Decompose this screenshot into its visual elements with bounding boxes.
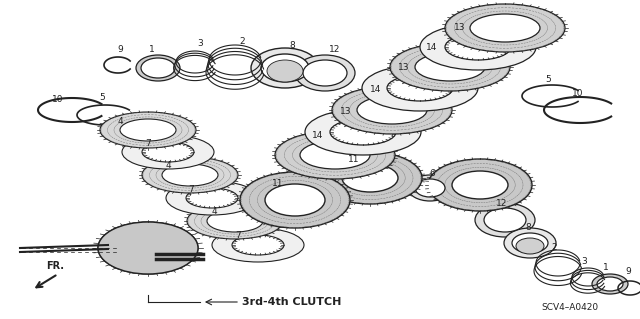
Text: 9: 9 <box>117 46 123 55</box>
Ellipse shape <box>166 181 258 215</box>
Ellipse shape <box>512 233 548 253</box>
Text: 4: 4 <box>117 117 123 127</box>
Text: 5: 5 <box>99 93 105 102</box>
Text: 3: 3 <box>197 40 203 48</box>
Text: 1: 1 <box>603 263 609 272</box>
Text: 12: 12 <box>496 199 508 209</box>
Ellipse shape <box>267 60 303 82</box>
Text: 7: 7 <box>188 184 194 194</box>
Text: 12: 12 <box>330 46 340 55</box>
Ellipse shape <box>420 24 536 70</box>
Ellipse shape <box>136 55 180 81</box>
Ellipse shape <box>362 65 478 111</box>
Ellipse shape <box>295 55 355 91</box>
Text: 14: 14 <box>426 42 438 51</box>
Ellipse shape <box>98 222 198 274</box>
Text: 2: 2 <box>239 38 245 47</box>
Ellipse shape <box>318 152 422 204</box>
Text: 8: 8 <box>525 224 531 233</box>
Text: 9: 9 <box>625 268 631 277</box>
Ellipse shape <box>275 131 395 179</box>
Ellipse shape <box>332 86 452 134</box>
Ellipse shape <box>261 54 309 82</box>
Text: 1: 1 <box>149 46 155 55</box>
Text: 3rd-4th CLUTCH: 3rd-4th CLUTCH <box>242 297 341 307</box>
Text: 10: 10 <box>52 95 64 105</box>
Ellipse shape <box>240 172 350 228</box>
Ellipse shape <box>98 222 198 274</box>
Ellipse shape <box>212 228 304 262</box>
Ellipse shape <box>597 277 623 291</box>
Ellipse shape <box>142 157 238 193</box>
Text: 5: 5 <box>545 76 551 85</box>
Ellipse shape <box>516 238 544 254</box>
Text: 4: 4 <box>165 160 171 169</box>
Ellipse shape <box>187 203 283 239</box>
Ellipse shape <box>162 164 218 186</box>
Text: 11: 11 <box>348 155 360 165</box>
Text: 6: 6 <box>429 169 435 179</box>
Text: 2: 2 <box>551 243 557 253</box>
Text: 7: 7 <box>235 232 241 241</box>
Ellipse shape <box>126 240 170 262</box>
Ellipse shape <box>342 164 398 192</box>
Text: FR.: FR. <box>46 261 64 271</box>
Ellipse shape <box>141 58 175 78</box>
Ellipse shape <box>305 109 421 155</box>
Ellipse shape <box>114 236 182 272</box>
Text: 13: 13 <box>398 63 410 72</box>
Ellipse shape <box>330 119 396 145</box>
Ellipse shape <box>484 208 526 232</box>
Ellipse shape <box>470 14 540 42</box>
Text: 3: 3 <box>581 257 587 266</box>
Ellipse shape <box>415 179 445 197</box>
Text: 14: 14 <box>371 85 381 94</box>
Ellipse shape <box>106 229 190 273</box>
Ellipse shape <box>113 230 183 266</box>
Ellipse shape <box>232 235 284 255</box>
Ellipse shape <box>135 248 161 262</box>
Text: 13: 13 <box>340 108 352 116</box>
Ellipse shape <box>120 119 176 141</box>
Ellipse shape <box>126 244 170 266</box>
Ellipse shape <box>251 48 319 88</box>
Ellipse shape <box>300 141 370 169</box>
Text: 14: 14 <box>312 131 324 140</box>
Ellipse shape <box>475 203 535 237</box>
Ellipse shape <box>387 75 453 101</box>
Ellipse shape <box>592 274 628 294</box>
Ellipse shape <box>122 135 214 169</box>
Ellipse shape <box>504 228 556 258</box>
Ellipse shape <box>122 243 174 271</box>
Ellipse shape <box>186 188 238 208</box>
Text: 4: 4 <box>211 207 217 217</box>
Text: 11: 11 <box>272 179 284 188</box>
Text: 8: 8 <box>289 41 295 50</box>
Ellipse shape <box>100 112 196 148</box>
Ellipse shape <box>445 4 565 52</box>
Ellipse shape <box>445 34 511 60</box>
Ellipse shape <box>357 96 427 124</box>
Ellipse shape <box>408 175 452 201</box>
Text: 10: 10 <box>572 90 584 99</box>
Ellipse shape <box>207 210 263 232</box>
Ellipse shape <box>303 60 347 86</box>
Ellipse shape <box>452 171 508 199</box>
Ellipse shape <box>114 234 182 268</box>
Ellipse shape <box>428 159 532 211</box>
Text: SCV4–A0420: SCV4–A0420 <box>541 303 598 313</box>
Text: 7: 7 <box>145 139 151 149</box>
Ellipse shape <box>130 250 166 270</box>
Ellipse shape <box>265 184 325 216</box>
Ellipse shape <box>390 43 510 91</box>
Ellipse shape <box>142 142 194 162</box>
Text: 13: 13 <box>454 23 466 32</box>
Ellipse shape <box>415 53 485 81</box>
